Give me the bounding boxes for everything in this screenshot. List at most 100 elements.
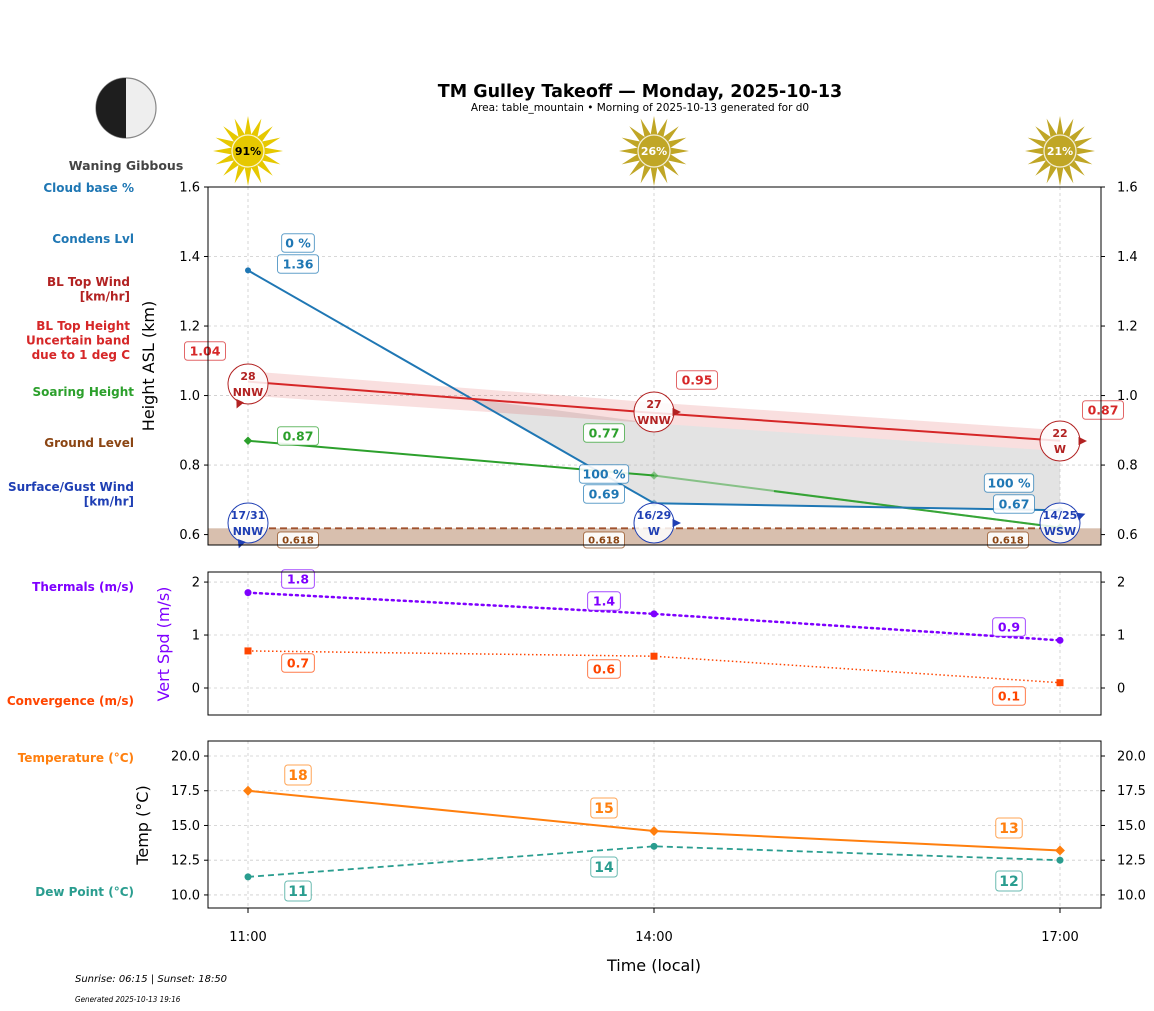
moon-dark bbox=[96, 78, 126, 138]
x-axis-title: Time (local) bbox=[606, 956, 701, 975]
soaring-height-line-end bbox=[773, 490, 1061, 529]
temp-ytick-label-right: 15.0 bbox=[1117, 819, 1146, 834]
dewpoint-label-box bbox=[995, 870, 1023, 892]
convergence-label-box bbox=[992, 686, 1026, 706]
vspeed-ytick-label-left: 1 bbox=[192, 629, 200, 644]
convergence-label-box bbox=[587, 659, 621, 679]
ground-level-label-text: 0.618 bbox=[992, 536, 1024, 547]
height-ytick-label-right: 1.6 bbox=[1117, 181, 1138, 196]
height-side-label: Ground Level bbox=[44, 436, 134, 450]
bl-top-height-label-box bbox=[184, 341, 226, 361]
sun-cover-icon-disc bbox=[231, 134, 265, 168]
thermals-label: 1.8 bbox=[281, 569, 315, 589]
vspeed-ytick-label-left: 0 bbox=[192, 681, 200, 696]
bl-top-height-label-text: 0.87 bbox=[1088, 403, 1119, 418]
page-subtitle: Area: table_mountain • Morning of 2025-1… bbox=[470, 102, 810, 114]
x-tick-label: 17:00 bbox=[1041, 930, 1078, 945]
soaring-height-label: 0.87 bbox=[277, 426, 319, 446]
soaring-point bbox=[243, 436, 253, 445]
height-ytick-label-left: 1.4 bbox=[179, 250, 200, 265]
bl-top-wind-barb: 22 W bbox=[1039, 420, 1087, 462]
cloud-base-pct-label: 100 % bbox=[983, 473, 1035, 493]
temperature-point bbox=[243, 785, 253, 796]
vspeed-ytick-label-right: 1 bbox=[1117, 629, 1125, 644]
x-tick-label: 14:00 bbox=[635, 930, 672, 945]
height-ytick-label-right: 0.8 bbox=[1117, 459, 1138, 474]
ground-level-label-box bbox=[277, 531, 319, 549]
surface-wind-barb: 16/29 W bbox=[633, 502, 681, 544]
temp-ytick-label-right: 17.5 bbox=[1117, 784, 1146, 799]
dewpoint-point bbox=[1056, 856, 1064, 864]
bl-top-wind-barb-circle bbox=[227, 363, 269, 405]
dewpoint-label-text: 11 bbox=[288, 884, 307, 900]
sun-times: Sunrise: 06:15 | Sunset: 18:50 bbox=[75, 974, 228, 985]
condensation-label-box bbox=[277, 254, 319, 274]
height-side-label: due to 1 deg C bbox=[32, 348, 131, 362]
surface-wind-barb-speed: 17/31 bbox=[231, 509, 266, 522]
bl-top-wind-barb-arrow-icon bbox=[236, 399, 244, 409]
convergence-point bbox=[650, 652, 658, 660]
height-side-label: BL Top Wind bbox=[47, 275, 130, 289]
height-side-label: Surface/Gust Wind bbox=[8, 480, 134, 494]
condensation-label-text: 1.36 bbox=[283, 257, 314, 272]
convergence-label: 0.6 bbox=[587, 659, 621, 679]
temp-ytick-label-left: 20.0 bbox=[171, 750, 200, 765]
convergence-label-box bbox=[281, 653, 315, 673]
dewpoint-label: 14 bbox=[590, 856, 618, 878]
height-side-label: Uncertain band bbox=[26, 334, 130, 348]
thermals-label-text: 0.9 bbox=[998, 620, 1020, 635]
cloud-base-pct-label-box bbox=[578, 464, 630, 484]
bl-top-wind-barb-direction: WNW bbox=[637, 414, 670, 427]
convergence-label: 0.1 bbox=[992, 686, 1026, 706]
convergence-line bbox=[247, 650, 1061, 684]
moon-phase-icon bbox=[95, 77, 157, 139]
thermals-point bbox=[1056, 636, 1064, 644]
cloud-base-pct-label-box bbox=[983, 473, 1035, 493]
temp-ytick-label-left: 10.0 bbox=[171, 888, 200, 903]
height-side-label: [km/hr] bbox=[84, 495, 134, 509]
ground-level-label-box bbox=[987, 531, 1029, 549]
temp-side-label: Dew Point (°C) bbox=[35, 885, 134, 899]
bl-top-wind-barb-arrow-icon bbox=[1078, 436, 1087, 446]
height-ytick-label-right: 0.6 bbox=[1117, 528, 1138, 543]
dewpoint-label: 12 bbox=[995, 870, 1023, 892]
height-side-label: Cloud base % bbox=[43, 181, 134, 195]
cloud-base-pct-label-text: 100 % bbox=[583, 467, 626, 482]
dewpoint-label-text: 14 bbox=[594, 860, 614, 876]
bl-top-height-label-box bbox=[1082, 400, 1124, 420]
height-axis-title: Height ASL (km) bbox=[139, 301, 158, 431]
bl-top-height-label-text: 0.95 bbox=[682, 373, 713, 388]
height-ytick-label-left: 0.8 bbox=[179, 459, 200, 474]
temperature-point bbox=[649, 826, 659, 836]
vspeed-ytick-label-right: 2 bbox=[1117, 576, 1125, 591]
temperature-label-box bbox=[995, 817, 1023, 839]
thermals-label-text: 1.8 bbox=[287, 572, 309, 587]
height-side-label: Soaring Height bbox=[33, 385, 135, 399]
thermals-label-text: 1.4 bbox=[593, 594, 615, 609]
ground-level-label-text: 0.618 bbox=[588, 536, 620, 547]
convergence-label-text: 0.7 bbox=[287, 656, 309, 671]
sun-cover-icon-pct: 91% bbox=[235, 145, 261, 158]
sun-cover-icon-disc bbox=[637, 134, 671, 168]
condensation-label: 0.69 bbox=[583, 484, 625, 504]
bl-top-height-label: 0.87 bbox=[1082, 400, 1124, 420]
bl-top-height-label: 0.95 bbox=[676, 370, 718, 390]
sun-cover-icon-pct: 21% bbox=[1047, 145, 1073, 158]
soaring-height-label-box bbox=[277, 426, 319, 446]
surface-wind-barb-arrow-icon bbox=[672, 518, 681, 528]
convergence-label-text: 0.1 bbox=[998, 689, 1020, 704]
temperature-label: 13 bbox=[995, 817, 1023, 839]
convergence-point bbox=[1056, 679, 1064, 687]
soaring-height-label-text: 0.87 bbox=[283, 429, 314, 444]
ground-level-label-text: 0.618 bbox=[282, 536, 314, 547]
thermals-point bbox=[650, 610, 658, 618]
temperature-label: 18 bbox=[284, 764, 312, 786]
moon-phase-label: Waning Gibbous bbox=[68, 158, 184, 173]
thermals-point bbox=[244, 589, 252, 597]
thermals-label-box bbox=[992, 617, 1026, 637]
temperature-label-box bbox=[590, 797, 618, 819]
temp-ytick-label-left: 15.0 bbox=[171, 819, 200, 834]
bl-top-wind-barb-speed: 22 bbox=[1052, 427, 1067, 440]
cloud-base-pct-label: 0 % bbox=[281, 233, 315, 253]
